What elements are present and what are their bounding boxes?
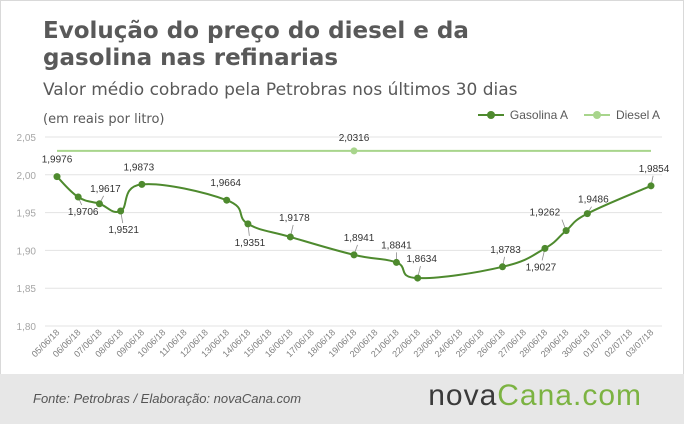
point-gasolina (223, 196, 231, 204)
y-tick-label: 1,95 (17, 209, 37, 220)
point-gasolina (350, 251, 358, 259)
chart-subtitle: Valor médio cobrado pela Petrobras nos ú… (43, 80, 518, 100)
data-label-gasolina: 1,9873 (124, 162, 155, 173)
data-label-gasolina: 1,8841 (381, 240, 412, 251)
y-tick-label: 2,00 (17, 171, 37, 182)
source-note: Fonte: Petrobras / Elaboração: novaCana.… (33, 391, 302, 406)
data-label-gasolina: 1,9617 (90, 184, 121, 195)
legend-item-gasolina: Gasolina A (477, 108, 568, 122)
point-gasolina (647, 182, 655, 190)
point-gasolina (414, 274, 422, 282)
point-gasolina (541, 244, 549, 252)
footer: Fonte: Petrobras / Elaboração: novaCana.… (0, 374, 684, 424)
point-gasolina (95, 200, 103, 208)
y-tick-label: 1,85 (17, 284, 37, 295)
brand-logo: novaCana.com (428, 379, 642, 413)
point-diesel (350, 147, 358, 155)
data-label-gasolina: 1,9486 (578, 195, 609, 206)
point-gasolina (499, 263, 506, 271)
data-label-gasolina: 1,8783 (490, 245, 521, 256)
legend-label-diesel: Diesel A (615, 108, 660, 122)
legend-label-gasolina: Gasolina A (509, 108, 568, 122)
legend-item-diesel: Diesel A (583, 108, 660, 122)
chart-title: Evolução do preço do diesel e da gasolin… (43, 18, 469, 71)
data-label-gasolina: 1,9854 (639, 164, 670, 175)
point-gasolina (562, 227, 570, 235)
point-gasolina (392, 258, 400, 266)
series-line-gasolina (56, 175, 652, 280)
point-gasolina (138, 180, 146, 188)
data-label-gasolina: 1,9976 (42, 155, 73, 166)
point-gasolina (244, 220, 252, 228)
y-tick-label: 1,80 (17, 322, 37, 333)
unit-label: (em reais por litro) (43, 112, 165, 127)
data-label-gasolina: 1,8634 (406, 254, 437, 265)
data-label-gasolina: 1,9178 (279, 213, 310, 224)
point-gasolina (117, 207, 125, 215)
point-gasolina (53, 173, 61, 181)
brand-part1: nova (428, 379, 498, 412)
point-gasolina (286, 233, 294, 241)
data-label-gasolina: 1,8941 (344, 233, 375, 244)
brand-part2: Cana.com (497, 379, 642, 412)
legend-swatch-diesel (583, 110, 610, 120)
legend: Gasolina A Diesel A (462, 108, 660, 122)
data-label-gasolina: 1,9351 (235, 238, 266, 249)
legend-swatch-gasolina (477, 110, 504, 120)
y-tick-label: 2,05 (17, 133, 37, 144)
data-label-gasolina: 1,9521 (108, 225, 139, 236)
data-label-gasolina: 1,9027 (526, 262, 557, 273)
y-tick-label: 1,90 (17, 246, 37, 257)
data-label-gasolina: 1,9262 (530, 208, 561, 219)
data-label-gasolina: 1,9706 (68, 207, 99, 218)
data-label-diesel: 2,0316 (339, 133, 370, 144)
point-gasolina (74, 193, 82, 201)
point-gasolina (583, 210, 591, 218)
data-label-gasolina: 1,9664 (210, 178, 241, 189)
